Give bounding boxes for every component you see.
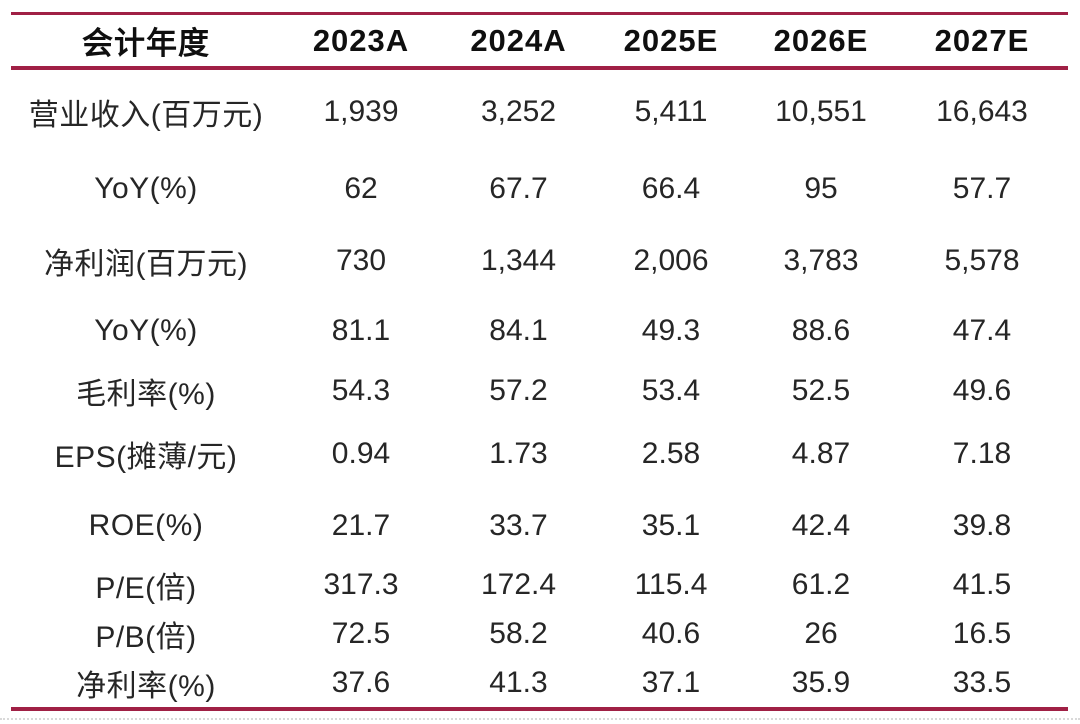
value-cell: 35.1 bbox=[641, 509, 701, 542]
value-cell: 21.7 bbox=[331, 509, 391, 542]
value-cell: 54.3 bbox=[331, 374, 391, 407]
row-label: 营业收入(百万元) bbox=[28, 99, 264, 132]
value-cell: 4.87 bbox=[791, 437, 851, 470]
table-row-revenue-yoy: YoY(%) 62 67.7 66.4 95 57.7 bbox=[11, 154, 1068, 224]
value-cell: 2.58 bbox=[641, 437, 701, 470]
value-cell: 0.94 bbox=[331, 437, 391, 470]
value-cell: 47.4 bbox=[952, 314, 1012, 347]
table-row-net-profit: 净利润(百万元) 730 1,344 2,006 3,783 5,578 bbox=[11, 224, 1068, 297]
column-header-fiscal-year: 会计年度 bbox=[11, 13, 281, 70]
financial-forecast-table: 会计年度 2023A 2024A 2025E 2026E 2027E 营业收入(… bbox=[11, 12, 1068, 711]
column-header-2026E: 2026E bbox=[746, 13, 896, 70]
value-cell: 5,578 bbox=[944, 243, 1020, 277]
value-cell: 40.6 bbox=[641, 617, 701, 650]
value-cell: 57.2 bbox=[489, 374, 548, 407]
value-cell: 37.1 bbox=[641, 666, 701, 699]
value-cell: 53.4 bbox=[641, 374, 701, 407]
value-cell: 61.2 bbox=[791, 568, 851, 601]
value-cell: 72.5 bbox=[331, 617, 391, 650]
value-cell: 81.1 bbox=[331, 314, 391, 347]
value-cell: 33.7 bbox=[489, 509, 548, 542]
value-cell: 5,411 bbox=[634, 95, 708, 128]
value-cell: 16.5 bbox=[952, 617, 1012, 650]
table-row-net-margin: 净利率(%) 37.6 41.3 37.1 35.9 33.5 bbox=[11, 659, 1068, 709]
value-cell: 84.1 bbox=[489, 314, 548, 347]
value-cell: 62 bbox=[344, 172, 378, 205]
value-cell: 10,551 bbox=[775, 95, 867, 128]
table-row-revenue: 营业收入(百万元) 1,939 3,252 5,411 10,551 16,64… bbox=[11, 68, 1068, 154]
value-cell: 1,344 bbox=[480, 243, 557, 277]
value-cell: 39.8 bbox=[952, 509, 1012, 542]
value-cell: 115.4 bbox=[634, 568, 708, 601]
value-cell: 3,783 bbox=[783, 243, 859, 277]
value-cell: 37.6 bbox=[331, 666, 391, 699]
value-cell: 41.3 bbox=[489, 666, 548, 699]
column-header-2027E: 2027E bbox=[896, 13, 1068, 70]
value-cell: 35.9 bbox=[791, 666, 851, 699]
row-label: YoY(%) bbox=[94, 314, 198, 347]
row-label: EPS(摊薄/元) bbox=[54, 441, 238, 474]
table-row-pb: P/B(倍) 72.5 58.2 40.6 26 16.5 bbox=[11, 609, 1068, 659]
table-row-pe: P/E(倍) 317.3 172.4 115.4 61.2 41.5 bbox=[11, 561, 1068, 609]
value-cell: 95 bbox=[804, 172, 838, 205]
value-cell: 1.73 bbox=[489, 437, 548, 470]
row-label: P/B(倍) bbox=[95, 621, 197, 654]
value-cell: 57.7 bbox=[952, 172, 1012, 205]
value-cell: 33.5 bbox=[952, 666, 1012, 699]
table-row-gross-margin: 毛利率(%) 54.3 57.2 53.4 52.5 49.6 bbox=[11, 365, 1068, 417]
table-row-eps: EPS(摊薄/元) 0.94 1.73 2.58 4.87 7.18 bbox=[11, 417, 1068, 491]
value-cell: 317.3 bbox=[323, 568, 399, 601]
table-row-roe: ROE(%) 21.7 33.7 35.1 42.4 39.8 bbox=[11, 491, 1068, 561]
column-header-2023A: 2023A bbox=[281, 13, 441, 70]
value-cell: 172.4 bbox=[480, 568, 557, 601]
column-header-2024A: 2024A bbox=[441, 13, 596, 70]
row-label: 净利率(%) bbox=[76, 670, 216, 703]
value-cell: 42.4 bbox=[791, 509, 851, 542]
value-cell: 16,643 bbox=[936, 95, 1028, 128]
value-cell: 67.7 bbox=[489, 172, 548, 205]
table-row-net-profit-yoy: YoY(%) 81.1 84.1 49.3 88.6 47.4 bbox=[11, 297, 1068, 365]
row-label: P/E(倍) bbox=[95, 572, 197, 605]
value-cell: 3,252 bbox=[480, 95, 557, 128]
value-cell: 66.4 bbox=[641, 172, 701, 205]
value-cell: 2,006 bbox=[633, 243, 709, 277]
value-cell: 49.6 bbox=[952, 374, 1012, 407]
row-label: 净利润(百万元) bbox=[44, 247, 248, 281]
column-header-2025E: 2025E bbox=[596, 13, 746, 70]
table-header-row: 会计年度 2023A 2024A 2025E 2026E 2027E bbox=[11, 13, 1068, 70]
value-cell: 58.2 bbox=[489, 617, 548, 650]
bottom-edge-dotted-line bbox=[0, 718, 1080, 720]
value-cell: 1,939 bbox=[323, 95, 399, 128]
value-cell: 52.5 bbox=[791, 374, 851, 407]
value-cell: 730 bbox=[335, 243, 387, 277]
row-label: YoY(%) bbox=[94, 172, 198, 205]
value-cell: 41.5 bbox=[952, 568, 1012, 601]
value-cell: 26 bbox=[804, 617, 838, 650]
value-cell: 49.3 bbox=[641, 314, 701, 347]
value-cell: 88.6 bbox=[791, 314, 851, 347]
value-cell: 7.18 bbox=[952, 437, 1012, 470]
row-label: ROE(%) bbox=[88, 509, 204, 542]
row-label: 毛利率(%) bbox=[76, 378, 216, 411]
